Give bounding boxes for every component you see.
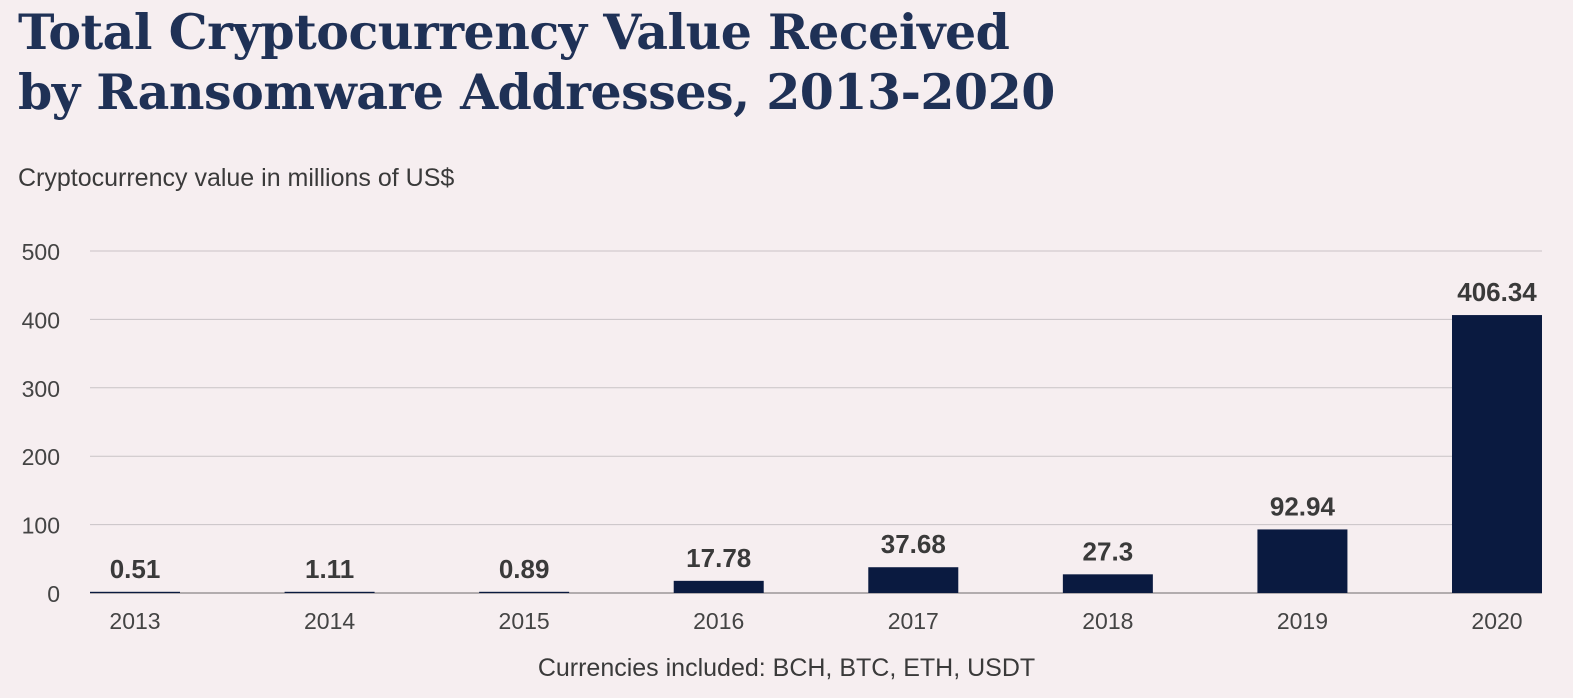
y-tick-label: 200 <box>22 444 60 470</box>
x-tick-label-2015: 2015 <box>499 608 550 634</box>
data-label-2015: 0.89 <box>499 554 550 584</box>
y-tick-label: 0 <box>47 581 60 607</box>
bar-2020 <box>1452 315 1542 593</box>
bar-2017 <box>868 567 959 593</box>
y-tick-label: 300 <box>22 376 60 402</box>
y-tick-label: 500 <box>22 239 60 265</box>
bar-2018 <box>1062 574 1153 593</box>
bar-2016 <box>673 580 764 593</box>
x-tick-label-2018: 2018 <box>1082 608 1133 634</box>
data-label-2013: 0.51 <box>110 554 161 584</box>
data-labels: 0.51 1.11 0.89 17.78 37.68 27.3 92.94 406.34 <box>110 277 1538 584</box>
x-tick-label-2013: 2013 <box>109 608 160 634</box>
y-tick-label: 100 <box>22 513 60 539</box>
data-label-2018: 27.3 <box>1083 536 1134 566</box>
data-label-2019: 92.94 <box>1270 491 1336 521</box>
y-tick-label: 400 <box>22 307 60 333</box>
chart-subtitle: Cryptocurrency value in millions of US$ <box>18 164 455 192</box>
bar-2013 <box>90 591 180 593</box>
y-axis-ticks: 0 100 200 300 400 500 <box>22 239 60 607</box>
chart-title-line-1: Total Cryptocurrency Value Received <box>18 3 1010 61</box>
bar-2015 <box>479 591 570 593</box>
data-label-2014: 1.11 <box>305 554 354 584</box>
data-label-2016: 17.78 <box>686 543 751 573</box>
bars <box>90 315 1542 593</box>
x-tick-label-2014: 2014 <box>304 608 355 634</box>
x-tick-label-2017: 2017 <box>888 608 939 634</box>
data-label-2020: 406.34 <box>1457 277 1537 307</box>
bar-2019 <box>1257 529 1348 593</box>
x-axis-ticks: 2013 2014 2015 2016 2017 2018 2019 2020 <box>109 608 1522 634</box>
data-label-2017: 37.68 <box>881 529 946 559</box>
x-tick-label-2019: 2019 <box>1277 608 1328 634</box>
chart-title-line-2: by Ransomware Addresses, 2013-2020 <box>18 63 1055 121</box>
chart-title: Total Cryptocurrency Value Received by R… <box>18 2 1055 122</box>
x-tick-label-2020: 2020 <box>1471 608 1522 634</box>
chart-footnote: Currencies included: BCH, BTC, ETH, USDT <box>537 654 1036 682</box>
bar-2014 <box>284 591 375 593</box>
x-tick-label-2016: 2016 <box>693 608 744 634</box>
